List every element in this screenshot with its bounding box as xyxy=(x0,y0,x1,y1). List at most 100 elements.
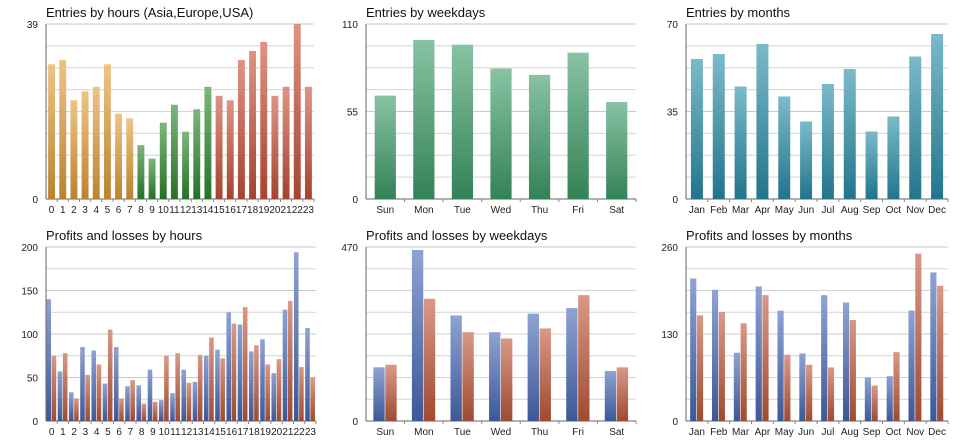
bar-profits-mar xyxy=(733,352,740,421)
x-tick-label: 23 xyxy=(305,427,317,438)
bar-profits-aug xyxy=(842,302,850,421)
bar-profits-fri xyxy=(566,308,578,421)
x-tick-label: 12 xyxy=(181,427,193,438)
bar-profits-15 xyxy=(215,349,220,421)
y-tick-label: 0 xyxy=(672,417,678,428)
x-tick-label: 0 xyxy=(49,427,55,438)
x-tick-label: 6 xyxy=(116,205,122,216)
x-tick-label: 16 xyxy=(226,427,238,438)
bar-entries-16 xyxy=(226,100,234,199)
bar-losses-sun xyxy=(385,364,397,421)
x-tick-label: 7 xyxy=(128,427,134,438)
bar-entries-1 xyxy=(59,59,67,200)
bar-entries-jul xyxy=(821,84,834,199)
bar-entries-19 xyxy=(260,41,268,200)
bar-profits-8 xyxy=(136,385,142,421)
x-tick-label: Sep xyxy=(863,427,881,438)
bar-entries-may xyxy=(778,96,791,199)
bar-losses-1 xyxy=(62,353,68,421)
bar-losses-23 xyxy=(310,377,315,421)
bar-losses-jan xyxy=(696,315,704,421)
x-tick-label: 20 xyxy=(271,427,283,438)
x-tick-label: Thu xyxy=(531,427,548,438)
bar-profits-18 xyxy=(248,351,254,421)
bar-entries-0 xyxy=(48,64,56,199)
bar-losses-22 xyxy=(299,367,304,421)
x-tick-label: 8 xyxy=(139,427,145,438)
x-tick-label: 4 xyxy=(94,427,100,438)
x-tick-label: Jul xyxy=(822,427,835,438)
x-tick-label: Sat xyxy=(609,427,624,438)
bar-profits-sep xyxy=(864,377,871,421)
x-tick-label: Aug xyxy=(841,427,859,438)
x-tick-label: 17 xyxy=(237,427,249,438)
y-tick-label: 110 xyxy=(342,20,358,31)
x-tick-label: 19 xyxy=(258,205,270,216)
bar-losses-0 xyxy=(51,355,57,421)
bar-profits-jul xyxy=(821,295,828,421)
bar-profits-sun xyxy=(373,367,385,421)
bar-losses-19 xyxy=(265,364,270,421)
bar-entries-13 xyxy=(193,109,201,199)
bar-profits-may xyxy=(777,310,784,421)
bar-losses-sat xyxy=(616,367,629,421)
x-tick-label: May xyxy=(775,205,794,216)
bar-profits-16 xyxy=(226,312,232,421)
x-tick-label: 9 xyxy=(150,427,156,438)
y-tick-label: 470 xyxy=(341,243,358,254)
bar-entries-aug xyxy=(843,69,856,199)
x-tick-label: 15 xyxy=(215,427,227,438)
x-tick-label: Jul xyxy=(822,205,835,216)
x-tick-label: 21 xyxy=(281,205,293,216)
bar-losses-oct xyxy=(893,352,900,421)
chart-profits-losses-by-hours: Profits and losses by hours 0 50 100 150 200 0… xyxy=(0,223,320,446)
bar-losses-6 xyxy=(119,398,124,421)
x-tick-label: 5 xyxy=(105,205,111,216)
bar-profits-5 xyxy=(102,383,108,421)
bar-entries-11 xyxy=(170,104,178,199)
bar-profits-9 xyxy=(147,369,153,421)
x-tick-label: 6 xyxy=(116,427,122,438)
y-tick-label: 55 xyxy=(347,108,359,119)
bar-entries-sep xyxy=(865,131,878,199)
bar-entries-mar xyxy=(734,86,747,199)
bar-losses-may xyxy=(784,354,791,421)
y-tick-label: 0 xyxy=(32,417,38,428)
bar-losses-15 xyxy=(220,358,225,421)
x-tick-label: Apr xyxy=(755,427,771,438)
x-tick-label: 18 xyxy=(247,205,259,216)
bar-entries-wed xyxy=(490,68,512,199)
bar-entries-20 xyxy=(271,95,279,199)
profits-losses-by-months-svg: Profits and losses by months 0 130 260 Jan Fe… xyxy=(661,228,949,438)
x-tick-label: 14 xyxy=(202,205,214,216)
bar-losses-13 xyxy=(197,354,203,421)
y-tick-label: 260 xyxy=(661,243,678,254)
x-tick-label: Sun xyxy=(376,427,394,438)
bar-entries-8 xyxy=(137,145,145,199)
x-tick-label: 5 xyxy=(105,427,111,438)
x-tick-label: Aug xyxy=(841,205,859,216)
bar-entries-9 xyxy=(148,158,156,199)
bar-entries-12 xyxy=(182,131,190,199)
x-tick-label: 3 xyxy=(83,427,89,438)
bar-losses-wed xyxy=(501,338,513,421)
bar-losses-fri xyxy=(578,295,590,421)
bar-losses-3 xyxy=(85,374,90,421)
x-tick-label: 16 xyxy=(225,205,237,216)
x-tick-label: Oct xyxy=(886,427,902,438)
x-tick-label: Apr xyxy=(755,205,771,216)
bar-losses-thu xyxy=(539,328,551,421)
x-tick-label: Oct xyxy=(886,205,902,216)
bar-entries-7 xyxy=(126,118,134,199)
bar-losses-21 xyxy=(287,300,293,421)
bar-losses-14 xyxy=(209,337,214,421)
x-tick-label: Thu xyxy=(531,205,548,216)
chart-title: Entries by hours (Asia,Europe,USA) xyxy=(46,5,253,20)
bar-entries-3 xyxy=(81,91,89,199)
profits-losses-by-weekdays-svg: Profits and losses by weekdays 0 470 Sun Mon… xyxy=(341,228,637,438)
x-tick-label: 13 xyxy=(192,427,204,438)
bar-losses-8 xyxy=(141,403,147,421)
bar-losses-12 xyxy=(186,382,192,421)
bar-entries-17 xyxy=(237,59,245,200)
